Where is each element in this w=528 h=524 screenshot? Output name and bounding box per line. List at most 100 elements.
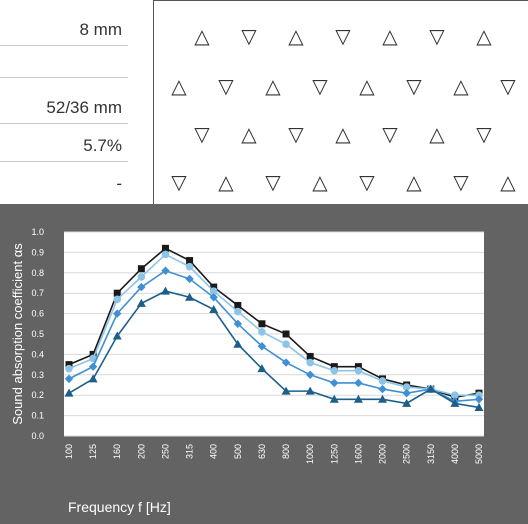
- data-point: [305, 386, 315, 395]
- data-point: [161, 266, 170, 275]
- data-point: [306, 358, 314, 367]
- data-point: [257, 364, 267, 373]
- data-point: [330, 378, 339, 388]
- pattern-svg: △ ▽ △ ▽ △ ▽ △ △ ▽ △ ▽ △ ▽ △ ▽ ▽ △ ▽ △ ▽ △ ▽ ▽ △ ▽ △ ▽ △ ▽ △: [171, 24, 516, 194]
- y-tick-label: 0.0: [31, 431, 44, 441]
- triangle-up-icon: △: [500, 170, 516, 194]
- triangle-up-icon: △: [359, 74, 375, 98]
- spec-empty: [0, 46, 128, 78]
- data-point: [185, 274, 194, 284]
- spec-thickness: 8 mm: [0, 14, 128, 46]
- data-point: [64, 374, 74, 384]
- data-point: [64, 388, 74, 397]
- data-point: [88, 374, 98, 383]
- y-tick-label: 0.2: [31, 390, 44, 400]
- data-point: [137, 265, 145, 273]
- series-line: [68, 290, 480, 409]
- data-point: [209, 293, 218, 302]
- x-tick-label: 100: [64, 444, 74, 459]
- data-point: [378, 377, 387, 385]
- triangle-down-icon: ▽: [241, 24, 257, 48]
- triangle-down-icon: ▽: [429, 24, 445, 48]
- y-tick-label: 0.4: [31, 349, 44, 359]
- data-point: [402, 398, 412, 407]
- triangle-down-icon: ▽: [476, 122, 492, 146]
- data-point: [234, 301, 242, 309]
- chart-panel: 0.0 0.1 0.2 0.3 0.4 0.5 0.6 0.7 0.8 0.9 1.0 100 125…: [0, 204, 528, 524]
- absorption-chart: 0.0 0.1 0.2 0.3 0.4 0.5 0.6 0.7 0.8 0.9 1.0 100 125…: [10, 227, 484, 515]
- series-line: [68, 269, 480, 403]
- data-point: [185, 262, 194, 271]
- data-point: [161, 250, 170, 259]
- data-point: [233, 339, 243, 348]
- data-point: [234, 307, 242, 316]
- x-tick-label: 5000: [474, 444, 484, 464]
- data-point: [161, 244, 169, 252]
- triangle-down-icon: ▽: [382, 122, 398, 146]
- triangle-up-icon: △: [218, 170, 234, 194]
- y-tick-label: 0.9: [31, 247, 44, 257]
- data-point: [378, 384, 387, 394]
- data-point: [451, 391, 459, 399]
- y-tick-label: 1.0: [31, 227, 44, 237]
- triangle-up-icon: △: [453, 74, 469, 98]
- data-point: [281, 358, 291, 367]
- series-line: [68, 247, 480, 399]
- triangle-up-icon: △: [429, 122, 445, 146]
- triangle-down-icon: ▽: [500, 74, 516, 98]
- y-tick-label: 0.1: [31, 411, 44, 421]
- y-tick-label: 0.7: [31, 288, 44, 298]
- x-tick-label: 315: [185, 444, 195, 459]
- series-line: [68, 253, 479, 396]
- data-point: [233, 319, 243, 328]
- data-point: [209, 287, 218, 295]
- data-point: [209, 305, 219, 314]
- data-point: [330, 366, 339, 375]
- perforation-pattern: △ ▽ △ ▽ △ ▽ △ △ ▽ △ ▽ △ ▽ △ ▽ ▽ △ ▽ △ ▽ △ ▽ ▽ △ ▽ △ ▽ △ ▽ △: [153, 0, 528, 204]
- spec-open-area: 5.7%: [0, 130, 128, 162]
- data-point: [65, 361, 73, 369]
- triangle-down-icon: ▽: [194, 122, 210, 146]
- y-tick-label: 0.6: [31, 309, 44, 319]
- y-tick-label: 0.8: [31, 268, 44, 278]
- data-point: [354, 366, 363, 375]
- x-tick-label: 630: [257, 444, 267, 459]
- triangle-up-icon: △: [476, 24, 492, 48]
- x-tick-label: 250: [160, 444, 170, 459]
- triangle-up-icon: △: [406, 170, 422, 194]
- data-point: [305, 370, 315, 379]
- triangle-down-icon: ▽: [288, 122, 304, 146]
- data-point: [65, 364, 73, 373]
- data-point: [306, 352, 314, 360]
- series-triangle: [64, 286, 484, 411]
- x-tick-label: 2000: [378, 444, 388, 464]
- data-point: [281, 386, 291, 395]
- data-point: [426, 384, 436, 393]
- data-point: [257, 342, 267, 351]
- triangle-down-icon: ▽: [406, 74, 422, 98]
- x-tick-label: 500: [233, 444, 243, 459]
- data-point: [282, 330, 290, 338]
- triangle-up-icon: △: [241, 122, 257, 146]
- triangle-down-icon: ▽: [359, 170, 375, 194]
- data-point: [186, 257, 194, 265]
- data-point: [113, 295, 122, 304]
- data-point: [282, 340, 290, 348]
- x-tick-label: 200: [136, 444, 146, 459]
- y-tick-label: 0.5: [31, 329, 44, 339]
- spec-pitch: 52/36 mm: [0, 92, 128, 124]
- spec-dash: -: [116, 174, 122, 193]
- data-point: [112, 331, 122, 340]
- x-tick-label: 160: [112, 444, 122, 459]
- data-point: [378, 394, 388, 403]
- x-tick-label: 2500: [402, 444, 412, 464]
- data-point: [258, 328, 266, 336]
- triangle-down-icon: ▽: [218, 74, 234, 98]
- triangle-up-icon: △: [312, 170, 328, 194]
- x-tick-label: 1600: [353, 444, 363, 464]
- data-point: [88, 362, 98, 371]
- triangle-down-icon: ▽: [335, 24, 351, 48]
- data-point: [113, 309, 122, 318]
- data-point: [137, 273, 146, 281]
- series-diamond: [64, 266, 484, 406]
